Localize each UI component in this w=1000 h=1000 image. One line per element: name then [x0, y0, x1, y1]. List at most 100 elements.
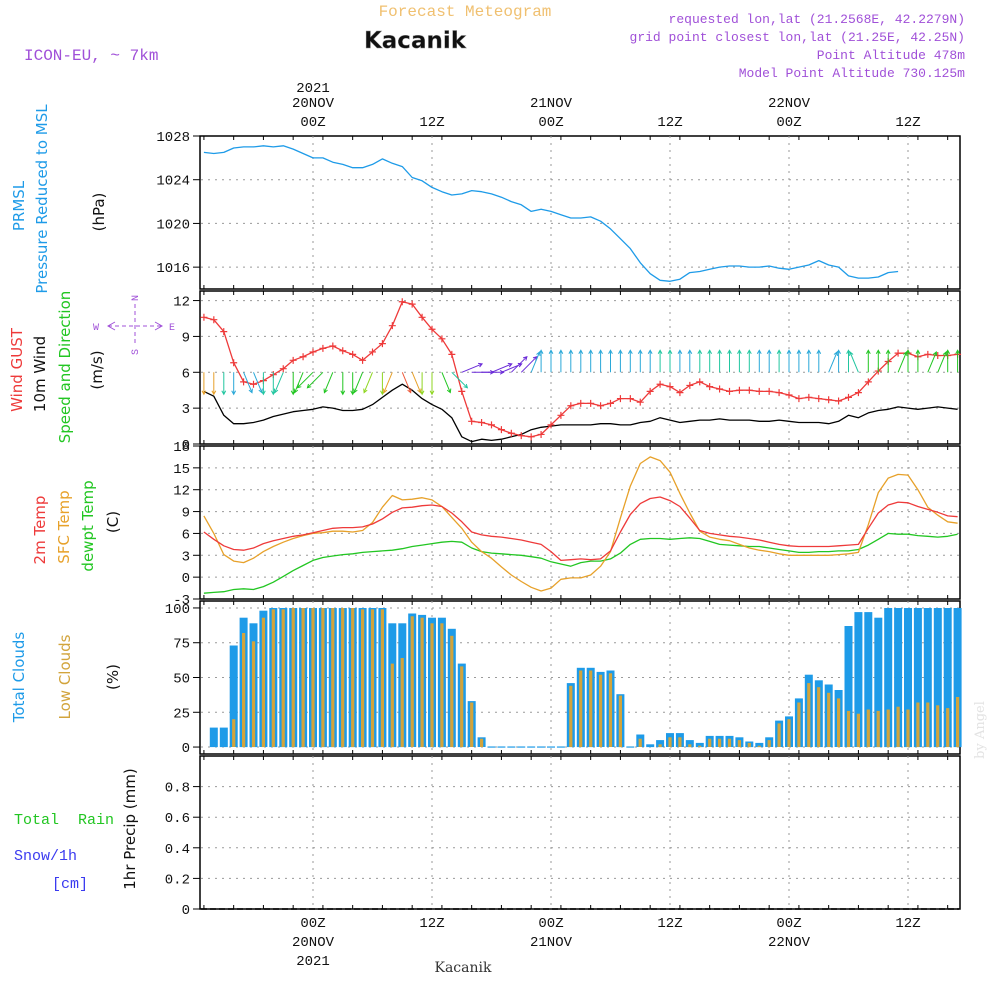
precip-snow-label: Snow/1h — [14, 848, 77, 865]
gust-marker — [785, 391, 793, 399]
gust-marker — [626, 395, 634, 403]
gust-marker — [527, 433, 535, 441]
temp-2m-label: 2m Temp — [31, 496, 49, 565]
y-tick-label: 25 — [173, 706, 190, 722]
y-tick-label: 3 — [182, 402, 190, 418]
wind-arrow — [737, 349, 742, 373]
total-clouds-label: Total Clouds — [10, 632, 28, 724]
wind-arrow — [273, 372, 284, 394]
low-cloud-bar — [856, 713, 860, 748]
total-cloud-bar — [864, 612, 873, 747]
gust-marker — [448, 350, 456, 358]
top-hour-label: 12Z — [657, 115, 682, 131]
compass-east: E — [169, 323, 175, 334]
wind-arrow — [885, 349, 891, 373]
gust-marker — [468, 417, 476, 425]
low-cloud-bar — [658, 744, 662, 748]
watermark: by Angel — [973, 701, 988, 759]
precip-snow-unit: [cm] — [52, 876, 88, 893]
total-cloud-bar — [854, 612, 863, 747]
gust-marker — [934, 352, 942, 360]
wind-arrow — [419, 372, 425, 396]
top-hour-label: 00Z — [776, 115, 801, 131]
bottom-day-22nov: 22NOV — [768, 935, 811, 951]
wind-arrow — [945, 349, 951, 373]
pressure-line — [203, 145, 899, 282]
low-cloud-bar — [618, 695, 622, 748]
gust-marker — [557, 411, 565, 419]
wind-arrow — [461, 362, 484, 373]
low-cloud-bar — [787, 719, 791, 747]
wind-arrow — [667, 349, 673, 373]
low-cloud-bar — [321, 608, 325, 748]
wind-arrow — [340, 372, 346, 396]
y-tick-label: 0.6 — [165, 811, 190, 827]
gust-marker — [438, 335, 446, 343]
bottom-hour-label: 12Z — [419, 916, 444, 932]
low-cloud-bar — [668, 737, 672, 747]
total-cloud-bar — [209, 727, 218, 748]
wind-arrow — [323, 372, 334, 394]
bottom-day-20nov: 20NOV — [292, 935, 335, 951]
low-cloud-bar — [291, 608, 295, 748]
gust-marker — [289, 356, 297, 364]
low-cloud-bar — [271, 609, 275, 747]
low-cloud-bar — [450, 635, 454, 748]
wind-arrow — [687, 349, 693, 373]
gust-marker — [716, 385, 724, 393]
y-tick-label: 0 — [182, 438, 190, 454]
low-cloud-bar — [896, 706, 900, 747]
low-cloud-bar — [906, 709, 910, 748]
model-name: ICON-EU, ~ 7km — [24, 47, 158, 65]
low-cloud-bar — [470, 702, 474, 747]
y-tick-label: 1016 — [156, 261, 190, 277]
wind-arrow — [588, 349, 594, 373]
low-cloud-bar — [589, 670, 593, 747]
wind-arrow — [211, 372, 217, 396]
gust-marker — [815, 395, 823, 403]
temp-labels: 2m Temp SFC Temp dewpt Temp (C) — [31, 480, 122, 571]
wind-arrow — [429, 372, 435, 396]
wind-arrow — [383, 372, 393, 394]
gust-marker — [696, 378, 704, 386]
pressure-unit: (hPa) — [90, 193, 108, 232]
wind-arrow — [451, 371, 469, 389]
y-tick-label: 0 — [182, 571, 190, 587]
low-cloud-bar — [718, 738, 722, 747]
total-cloud-bar — [695, 742, 704, 748]
wind-arrow — [865, 349, 871, 373]
footer-location: Kacanik — [435, 960, 492, 976]
low-cloud-bar — [569, 685, 573, 747]
gust-marker — [369, 348, 376, 356]
low-cloud-bar — [698, 745, 702, 748]
gust-marker — [537, 430, 545, 438]
low-cloud-bar — [311, 608, 315, 748]
gust-marker — [795, 395, 803, 403]
y-tick-label: 1028 — [156, 130, 190, 146]
gust-marker — [835, 397, 843, 405]
gust-marker — [924, 350, 932, 358]
top-hour-label: 00Z — [300, 115, 325, 131]
low-cloud-bar — [727, 738, 732, 747]
low-cloud-bar — [797, 702, 801, 747]
low-cloud-bar — [301, 608, 305, 748]
low-cloud-bar — [846, 710, 851, 748]
precip-rain-label: Rain — [78, 812, 114, 829]
total-cloud-bar — [656, 740, 665, 748]
low-cloud-bar — [460, 666, 464, 748]
wind-arrow — [538, 349, 544, 373]
gust-marker — [894, 349, 902, 357]
gust-marker — [497, 426, 505, 434]
top-day-21nov: 21NOV — [530, 96, 573, 112]
gust-marker — [577, 399, 585, 407]
total-cloud-bar — [685, 740, 694, 748]
gust-marker — [279, 365, 287, 373]
low-cloud-bar — [410, 616, 414, 747]
gust-marker — [220, 328, 228, 336]
wind-arrow — [816, 349, 822, 373]
y-tick-label: 6 — [182, 366, 190, 382]
gust-marker — [587, 399, 595, 407]
wind-panel — [199, 290, 961, 445]
low-cloud-bar — [638, 738, 642, 747]
low-cloud-bar — [608, 673, 613, 747]
